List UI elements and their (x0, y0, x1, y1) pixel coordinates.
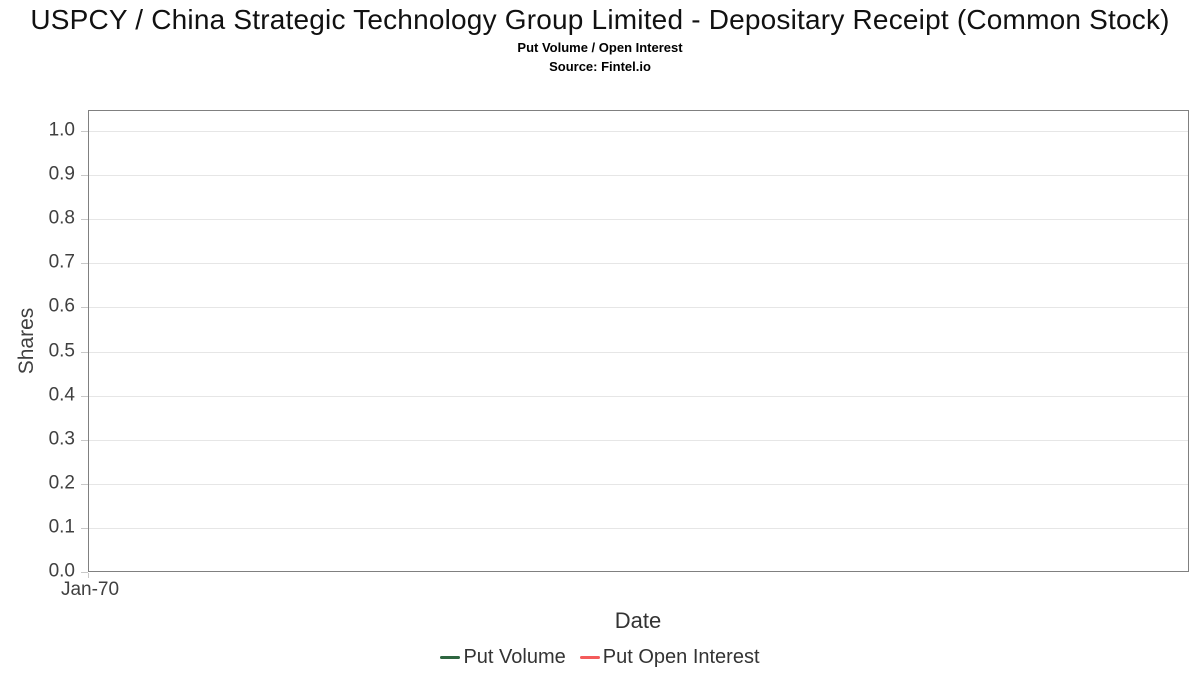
plot-area (88, 110, 1189, 572)
legend-swatch-icon (440, 656, 461, 659)
y-tick-mark (81, 307, 88, 309)
gridline (89, 263, 1188, 265)
gridline (89, 351, 1188, 353)
gridline (89, 175, 1188, 177)
chart-header: USPCY / China Strategic Technology Group… (0, 0, 1200, 74)
chart-source-label: Source: Fintel.io (549, 59, 651, 74)
gridline (89, 439, 1188, 441)
x-tick-mark (88, 573, 89, 578)
y-tick-mark (81, 263, 88, 265)
gridline (89, 483, 1188, 485)
legend-item-put-open-interest[interactable]: Put Open Interest (579, 646, 760, 669)
gridline (89, 307, 1188, 309)
y-tick-mark (81, 351, 88, 353)
legend-label: Put Open Interest (602, 646, 760, 668)
y-tick-label: 0.9 (48, 163, 75, 185)
gridline (89, 527, 1188, 529)
x-axis-title: Date (614, 608, 662, 633)
y-tick-mark (81, 131, 88, 132)
y-tick-label: 0.6 (48, 295, 75, 317)
y-tick-label: 1.0 (48, 119, 75, 141)
y-tick-label: 0.8 (48, 207, 75, 229)
y-tick-label: 0.4 (48, 384, 75, 406)
y-tick-mark (81, 527, 88, 529)
y-tick-label: 0.2 (48, 472, 75, 494)
legend-item-put-volume[interactable]: Put Volume (440, 646, 566, 669)
legend-label: Put Volume (463, 646, 566, 668)
chart-subtitle: Put Volume / Open Interest (517, 40, 683, 55)
chart-legend: Put Volume Put Open Interest (0, 646, 1200, 669)
y-tick-mark (81, 219, 88, 221)
y-tick-mark (81, 439, 88, 441)
y-tick-label: 0.3 (48, 428, 75, 450)
gridline (89, 395, 1188, 397)
x-tick-label: Jan-70 (60, 579, 120, 600)
y-tick-label: 0.0 (48, 560, 75, 582)
y-tick-label: 0.7 (48, 251, 75, 273)
y-tick-mark (81, 175, 88, 177)
gridline (89, 131, 1188, 132)
y-tick-mark (81, 483, 88, 485)
y-tick-label: 0.1 (48, 516, 75, 538)
chart-title: USPCY / China Strategic Technology Group… (30, 4, 1170, 35)
y-tick-mark (81, 395, 88, 397)
y-axis-title: Shares (15, 307, 38, 375)
y-tick-label: 0.5 (48, 340, 75, 362)
y-tick-mark (81, 572, 88, 573)
legend-swatch-icon (579, 656, 600, 659)
gridline (89, 219, 1188, 221)
